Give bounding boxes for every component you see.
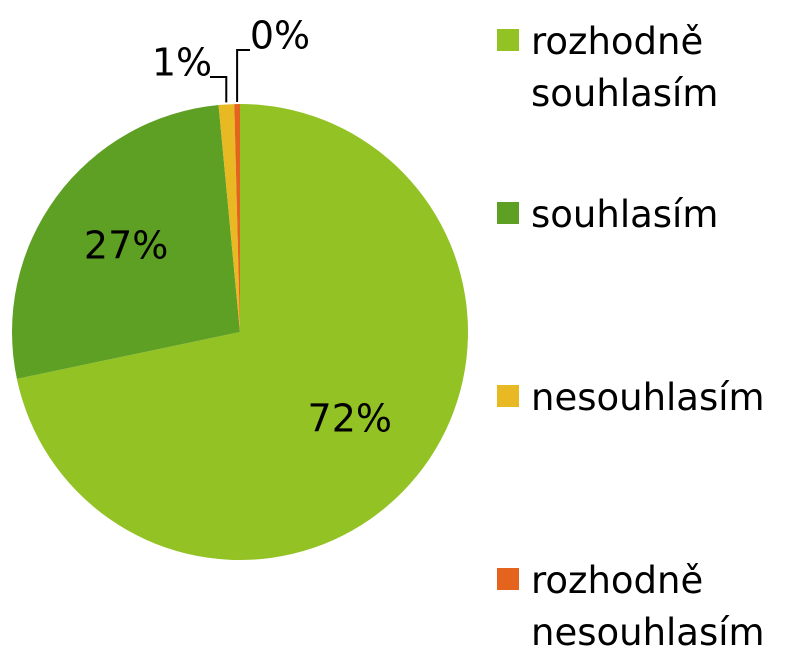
legend-swatch [497,202,519,224]
data-label: 0% [250,14,310,58]
legend-swatch [497,568,519,590]
legend-swatch [497,385,519,407]
pie-slice [12,105,241,379]
legend-label: rozhodně souhlasím [531,20,719,115]
legend-label: nesouhlasím [531,376,765,419]
legend-label: rozhodně nesouhlasím [531,559,765,654]
data-label: 72% [308,397,392,441]
legend-item: rozhodně souhlasím [497,16,808,120]
legend-item: souhlasím [497,189,808,241]
legend-swatch [497,29,519,51]
data-label: 1% [152,41,212,85]
pie-slice [234,104,240,332]
data-label: 27% [84,224,168,268]
pie-slice [218,104,240,332]
pie-slice [16,104,469,560]
leader-line [210,76,228,103]
legend-item: rozhodně nesouhlasím [497,555,808,659]
legend-label: souhlasím [531,193,719,236]
legend-item: nesouhlasím [497,372,808,424]
leader-line [236,49,250,103]
